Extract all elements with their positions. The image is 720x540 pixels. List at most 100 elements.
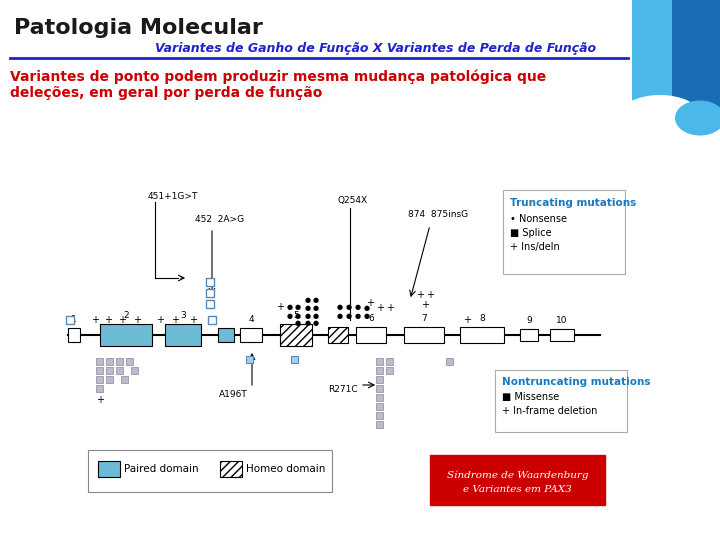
Text: ●: ●: [305, 320, 311, 326]
Text: 874  875insG: 874 875insG: [408, 210, 468, 219]
Bar: [106, 358, 113, 365]
Text: +: +: [421, 300, 429, 310]
Bar: [550, 329, 574, 341]
Bar: [206, 289, 214, 297]
Text: 7: 7: [421, 314, 427, 323]
Text: ●: ●: [305, 313, 311, 319]
Text: ■ Missense: ■ Missense: [502, 392, 559, 402]
Text: 10: 10: [557, 316, 568, 325]
Text: ●: ●: [313, 305, 319, 311]
Text: +: +: [171, 315, 179, 325]
Text: ●: ●: [313, 320, 319, 326]
Bar: [376, 367, 383, 374]
FancyBboxPatch shape: [88, 450, 332, 492]
Text: deleções, em geral por perda de função: deleções, em geral por perda de função: [10, 86, 323, 100]
Text: Variantes de Ganho de Função X Variantes de Perda de Função: Variantes de Ganho de Função X Variantes…: [155, 42, 596, 55]
Text: ●: ●: [295, 320, 301, 326]
Ellipse shape: [675, 100, 720, 136]
Bar: [165, 324, 201, 346]
Bar: [208, 316, 216, 324]
Text: ●: ●: [355, 313, 361, 319]
Text: ●: ●: [355, 304, 361, 310]
Bar: [460, 327, 504, 343]
Text: Variantes de ponto podem produzir mesma mudança patológica que: Variantes de ponto podem produzir mesma …: [10, 70, 546, 84]
Text: ●: ●: [305, 297, 311, 303]
Bar: [116, 367, 123, 374]
Bar: [126, 358, 133, 365]
Text: +: +: [133, 315, 141, 325]
Bar: [291, 356, 298, 363]
Bar: [376, 376, 383, 383]
Bar: [106, 376, 113, 383]
Bar: [96, 358, 103, 365]
Bar: [376, 403, 383, 410]
Text: ●: ●: [346, 304, 352, 310]
Bar: [386, 358, 393, 365]
Text: +: +: [104, 315, 112, 325]
Bar: [131, 367, 138, 374]
Text: +: +: [366, 298, 374, 308]
Bar: [106, 367, 113, 374]
Text: 9: 9: [526, 316, 532, 325]
Bar: [376, 385, 383, 392]
Bar: [280, 324, 312, 346]
Bar: [376, 394, 383, 401]
Text: ●: ●: [287, 304, 293, 310]
Text: +: +: [189, 315, 197, 325]
Bar: [96, 385, 103, 392]
Text: ■ Splice: ■ Splice: [510, 228, 552, 238]
Bar: [446, 358, 453, 365]
Text: 6: 6: [368, 314, 374, 323]
Text: Nontruncating mutations: Nontruncating mutations: [502, 377, 650, 387]
Text: e Variantes em PAX3: e Variantes em PAX3: [463, 485, 572, 494]
Text: +: +: [276, 302, 284, 312]
Bar: [240, 328, 262, 342]
Bar: [376, 421, 383, 428]
Ellipse shape: [620, 95, 700, 135]
Bar: [206, 300, 214, 308]
Text: 8: 8: [479, 314, 485, 323]
Bar: [220, 461, 242, 477]
Text: Homeo domain: Homeo domain: [246, 464, 325, 474]
Text: Patologia Molecular: Patologia Molecular: [14, 18, 263, 38]
Text: +: +: [156, 315, 164, 325]
Text: 3: 3: [180, 311, 186, 320]
Text: ●: ●: [295, 313, 301, 319]
Bar: [386, 367, 393, 374]
Text: + In-frame deletion: + In-frame deletion: [502, 406, 598, 416]
Bar: [246, 356, 253, 363]
Text: ●: ●: [337, 304, 343, 310]
Text: 4: 4: [248, 315, 254, 324]
Text: A196T: A196T: [220, 390, 248, 399]
Text: ●: ●: [305, 305, 311, 311]
Bar: [100, 324, 152, 346]
Text: 451+1G>T: 451+1G>T: [148, 192, 199, 201]
Bar: [121, 376, 128, 383]
Text: 2: 2: [123, 311, 129, 320]
Text: +: +: [118, 315, 126, 325]
Text: ●: ●: [346, 313, 352, 319]
Text: ●: ●: [364, 313, 370, 319]
Bar: [98, 461, 120, 477]
Bar: [66, 316, 74, 324]
Bar: [520, 329, 538, 341]
FancyBboxPatch shape: [503, 190, 625, 274]
Text: Q254X: Q254X: [338, 196, 368, 205]
Text: 5: 5: [293, 311, 299, 320]
Text: + Ins/deln: + Ins/deln: [510, 242, 559, 252]
Text: ●: ●: [313, 313, 319, 319]
Text: +: +: [386, 303, 394, 313]
Bar: [356, 327, 386, 343]
Text: +: +: [376, 303, 384, 313]
Text: +: +: [426, 290, 434, 300]
Bar: [68, 328, 80, 342]
Bar: [218, 328, 234, 342]
Bar: [96, 367, 103, 374]
Text: +: +: [96, 395, 104, 405]
Bar: [206, 278, 214, 286]
Text: +: +: [416, 290, 424, 300]
Text: ●: ●: [313, 297, 319, 303]
Bar: [404, 327, 444, 343]
Bar: [632, 0, 720, 115]
Bar: [116, 358, 123, 365]
